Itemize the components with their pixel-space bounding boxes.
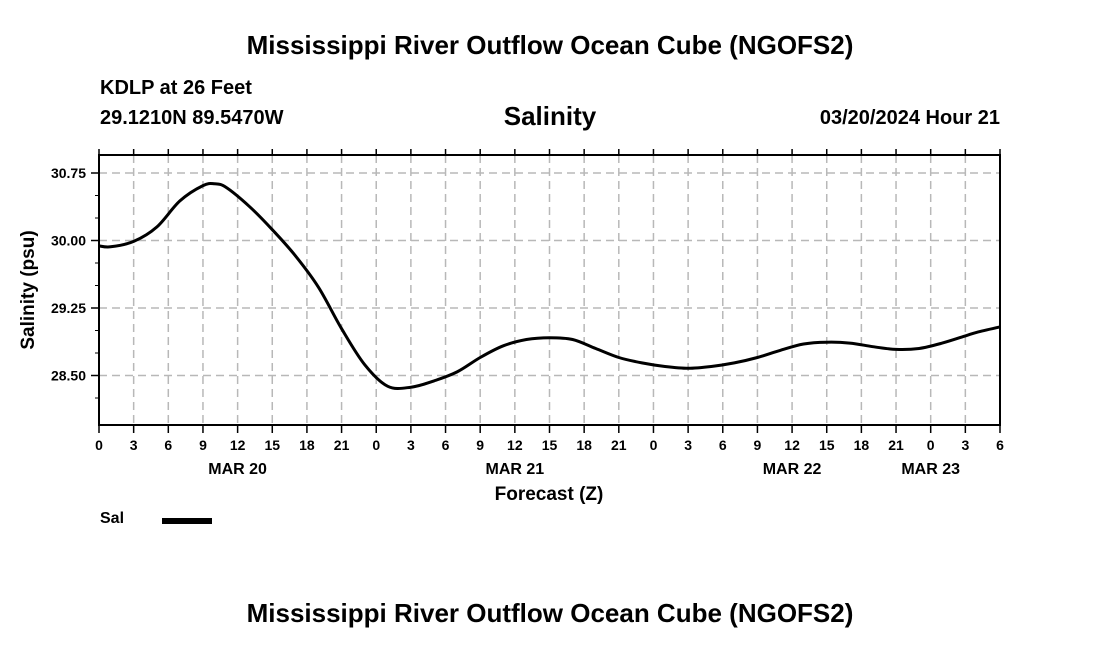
x-tick-label: 3 bbox=[961, 437, 969, 453]
y-tick-label: 29.25 bbox=[51, 300, 86, 316]
y-tick-label: 30.75 bbox=[51, 165, 86, 181]
x-tick-label: 3 bbox=[130, 437, 138, 453]
x-tick-label: 3 bbox=[684, 437, 692, 453]
series-layer bbox=[98, 182, 1001, 391]
plot-frame bbox=[98, 154, 1001, 426]
x-tick-label: 9 bbox=[754, 437, 762, 453]
forecast-datetime: 03/20/2024 Hour 21 bbox=[819, 107, 1000, 129]
x-tick-label: 15 bbox=[819, 437, 835, 453]
grid-lines bbox=[99, 155, 1000, 425]
x-tick-label: 9 bbox=[199, 437, 207, 453]
x-tick-label: 3 bbox=[407, 437, 415, 453]
y-tick-label: 28.50 bbox=[51, 368, 86, 384]
x-tick-label: 0 bbox=[927, 437, 935, 453]
date-label: MAR 21 bbox=[486, 461, 545, 478]
x-tick-label: 21 bbox=[334, 437, 350, 453]
x-tick-label: 12 bbox=[230, 437, 246, 453]
axis-labels: 0 3 6 9 12 15 18 21 0 3 6 9 12 15 18 21 0 3 6 9 12 15 18 21 0 3 6 M… bbox=[51, 165, 1004, 478]
chart-title: Salinity bbox=[503, 101, 597, 131]
y-tick-label: 30.00 bbox=[51, 233, 86, 249]
axis-ticks bbox=[91, 149, 1001, 433]
legend-label: Sal bbox=[100, 510, 125, 527]
x-tick-label: 6 bbox=[719, 437, 727, 453]
x-tick-label: 21 bbox=[611, 437, 627, 453]
legend-line-swatch bbox=[162, 518, 212, 524]
x-tick-label: 18 bbox=[854, 437, 870, 453]
footer-title: Mississippi River Outflow Ocean Cube (NG… bbox=[246, 598, 854, 628]
date-label: MAR 23 bbox=[901, 461, 960, 478]
x-tick-label: 9 bbox=[476, 437, 484, 453]
x-tick-label: 21 bbox=[888, 437, 904, 453]
station-label: KDLP at 26 Feet bbox=[100, 77, 252, 99]
x-tick-label: 12 bbox=[784, 437, 800, 453]
x-tick-label: 0 bbox=[650, 437, 658, 453]
x-tick-label: 12 bbox=[507, 437, 523, 453]
series-line-sal bbox=[98, 182, 1001, 391]
x-tick-label: 6 bbox=[996, 437, 1004, 453]
x-axis-title: Forecast (Z) bbox=[495, 484, 604, 505]
x-tick-label: 15 bbox=[264, 437, 280, 453]
x-tick-label: 6 bbox=[164, 437, 172, 453]
page-title: Mississippi River Outflow Ocean Cube (NG… bbox=[246, 30, 854, 60]
date-label: MAR 20 bbox=[208, 461, 267, 478]
y-axis-title: Salinity (psu) bbox=[18, 230, 39, 349]
x-tick-label: 18 bbox=[299, 437, 315, 453]
x-tick-label: 0 bbox=[95, 437, 103, 453]
station-coordinates: 29.1210N 89.5470W bbox=[100, 107, 284, 129]
x-tick-label: 0 bbox=[372, 437, 380, 453]
x-tick-label: 15 bbox=[542, 437, 558, 453]
x-tick-label: 6 bbox=[442, 437, 450, 453]
x-tick-label: 18 bbox=[576, 437, 592, 453]
date-label: MAR 22 bbox=[763, 461, 822, 478]
